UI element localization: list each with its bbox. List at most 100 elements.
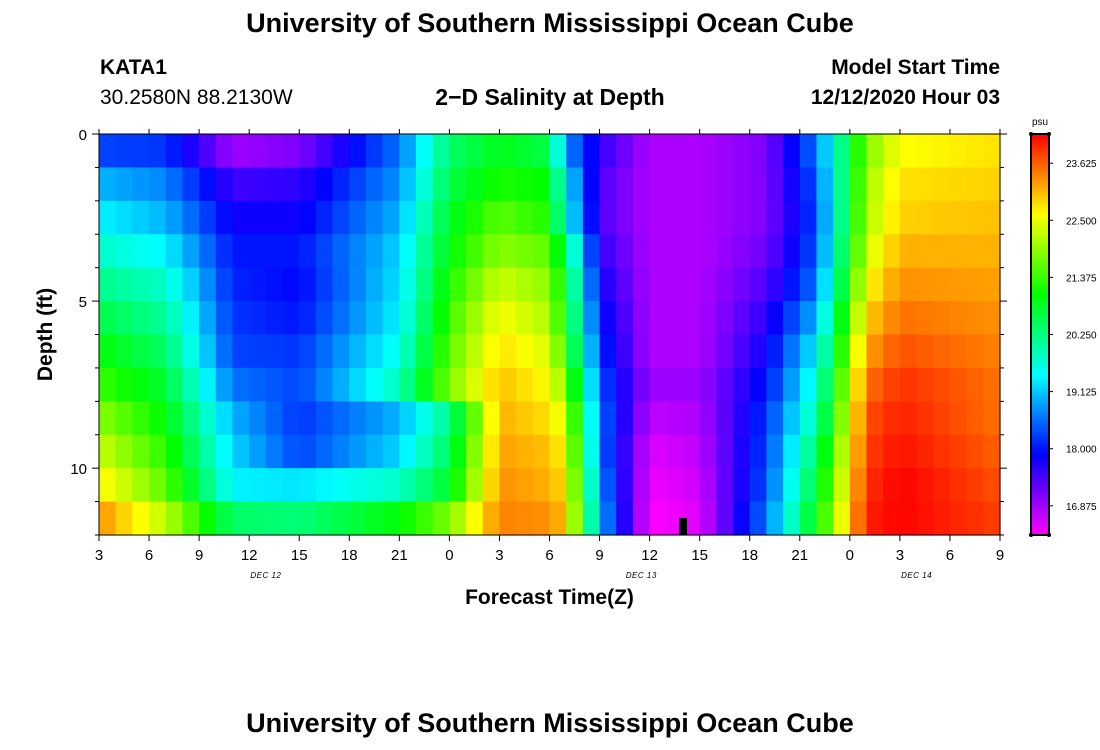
heatmap-cell — [566, 501, 584, 536]
heatmap-cell — [866, 501, 884, 536]
heatmap-cell — [549, 501, 567, 536]
heatmap-cell — [265, 401, 284, 436]
heatmap-cell — [232, 367, 250, 402]
heatmap-cell — [482, 468, 501, 503]
heatmap-cell — [783, 501, 801, 536]
heatmap-cell — [983, 234, 1001, 269]
heatmap-cell — [132, 167, 150, 202]
heatmap-cell — [332, 468, 350, 503]
heatmap-cell — [365, 134, 384, 169]
heatmap-cell — [215, 501, 234, 536]
heatmap-cell — [699, 401, 717, 436]
heatmap-cell — [766, 267, 784, 302]
heatmap-cell — [599, 267, 617, 302]
heatmap-cell — [499, 234, 517, 269]
heatmap-cell — [649, 167, 667, 202]
heatmap-cell — [199, 367, 217, 402]
heatmap-cell — [849, 267, 868, 302]
heatmap-cell — [916, 134, 934, 169]
heatmap-cell — [983, 267, 1001, 302]
day-label: DEC 13 — [626, 571, 657, 580]
heatmap-cell — [265, 134, 284, 169]
heatmap-cell — [399, 334, 417, 369]
heatmap-cell — [682, 134, 701, 169]
heatmap-cell — [132, 434, 150, 469]
heatmap-cell — [749, 401, 768, 436]
heatmap-cell — [449, 234, 467, 269]
heatmap-cell — [115, 401, 133, 436]
colorbar-tick-label: 21.375 — [1066, 273, 1097, 284]
heatmap-cell — [516, 200, 534, 235]
heatmap-cell — [699, 234, 717, 269]
heatmap-cell — [766, 234, 784, 269]
heatmap-cell — [449, 267, 467, 302]
heatmap-cell — [382, 167, 400, 202]
heatmap-cell — [899, 401, 918, 436]
page-title: University of Southern Mississippi Ocean… — [246, 8, 854, 38]
heatmap-cell — [799, 134, 818, 169]
heatmap-cell — [682, 167, 701, 202]
heatmap-cell — [365, 401, 384, 436]
heatmap-cell — [666, 434, 684, 469]
heatmap-cell — [315, 134, 334, 169]
heatmap-cell — [399, 200, 417, 235]
heatmap-cell — [315, 367, 334, 402]
heatmap-cell — [666, 200, 684, 235]
heatmap-cell — [449, 468, 467, 503]
heatmap-cell — [916, 501, 934, 536]
heatmap-cell — [299, 434, 317, 469]
heatmap-cell — [115, 134, 133, 169]
heatmap-cell — [532, 501, 551, 536]
heatmap-cell — [666, 167, 684, 202]
heatmap-cell — [733, 267, 751, 302]
heatmap-cell — [866, 401, 884, 436]
x-tick-label: 9 — [595, 547, 603, 564]
heatmap-cell — [199, 468, 217, 503]
heatmap-cell — [149, 200, 167, 235]
heatmap-cell — [983, 501, 1001, 536]
heatmap-cell — [599, 468, 617, 503]
x-tick-label: 6 — [946, 547, 954, 564]
heatmap-cell — [99, 134, 117, 169]
heatmap-cell — [566, 234, 584, 269]
heatmap-cell — [966, 267, 984, 302]
heatmap-cell — [866, 367, 884, 402]
heatmap-cell — [783, 134, 801, 169]
heatmap-cell — [115, 301, 133, 336]
colorbar-tick-label: 20.250 — [1066, 331, 1097, 342]
heatmap-cell — [749, 334, 768, 369]
x-tick-label: 18 — [341, 547, 358, 564]
heatmap-cell — [749, 134, 768, 169]
heatmap-cell — [733, 501, 751, 536]
heatmap-cell — [866, 134, 884, 169]
heatmap-cell — [416, 167, 434, 202]
heatmap-cell — [516, 134, 534, 169]
heatmap-cell — [616, 434, 634, 469]
heatmap-cell — [649, 267, 667, 302]
heatmap-cell — [466, 334, 484, 369]
heatmap-cell — [282, 367, 300, 402]
heatmap-cell — [232, 134, 250, 169]
heatmap-cell — [816, 167, 834, 202]
heatmap-cell — [182, 401, 200, 436]
heatmap-cell — [432, 434, 450, 469]
heatmap-cell — [783, 468, 801, 503]
heatmap-cell — [649, 200, 667, 235]
heatmap-cell — [499, 401, 517, 436]
heatmap-cell — [599, 167, 617, 202]
heatmap-cell — [232, 267, 250, 302]
colorbar-tick-label: 22.500 — [1066, 216, 1097, 227]
heatmap-cell — [182, 267, 200, 302]
heatmap-cell — [532, 468, 551, 503]
heatmap-cell — [783, 301, 801, 336]
heatmap-cell — [666, 401, 684, 436]
heatmap-cell — [966, 334, 984, 369]
heatmap-cell — [399, 267, 417, 302]
heatmap-cell — [182, 200, 200, 235]
heatmap-cell — [849, 401, 868, 436]
heatmap-cell — [516, 468, 534, 503]
heatmap-cell — [365, 468, 384, 503]
colorbar-corner — [1047, 132, 1051, 136]
heatmap-cell — [716, 301, 734, 336]
heatmap-cell — [249, 301, 267, 336]
